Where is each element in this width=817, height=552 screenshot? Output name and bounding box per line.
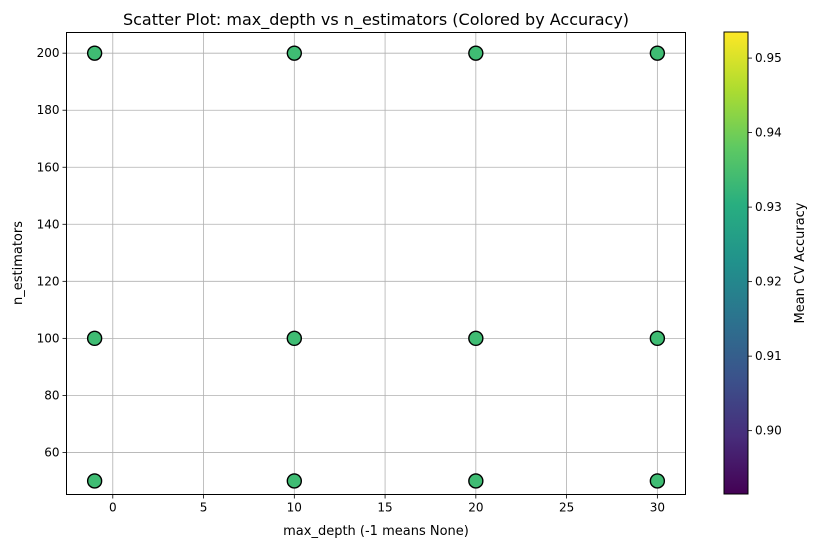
data-point [649, 330, 666, 347]
data-point [468, 473, 484, 489]
colorbar-tick-label: 0.93 [755, 200, 782, 214]
data-point [286, 473, 303, 489]
x-tick-label: 15 [377, 501, 392, 515]
y-tick-label: 100 [37, 331, 60, 345]
colorbar-ticks: 0.90 0.91 0.92 0.93 0.94 0.95 [748, 51, 782, 438]
data-point [649, 473, 666, 489]
colorbar-tick-label: 0.95 [755, 51, 782, 65]
y-tick-label: 140 [37, 217, 60, 231]
x-axis-label: max_depth (-1 means None) [283, 524, 469, 539]
data-points [86, 45, 666, 489]
colorbar-tick-label: 0.94 [755, 126, 782, 140]
x-tick-label: 5 [200, 501, 208, 515]
y-tick-label: 120 [37, 274, 60, 288]
colorbar-tick-label: 0.92 [755, 275, 782, 289]
data-point [286, 330, 303, 347]
colorbar-tick-label: 0.91 [755, 349, 782, 363]
data-point [286, 45, 303, 61]
y-tick-label: 80 [44, 388, 59, 402]
data-point [649, 45, 666, 61]
colorbar-label: Mean CV Accuracy [793, 202, 808, 323]
colorbar-tick-label: 0.90 [755, 424, 782, 438]
data-point [86, 473, 103, 489]
data-point [86, 330, 103, 347]
x-tick-label: 0 [109, 501, 117, 515]
x-tick-label: 30 [650, 501, 665, 515]
x-tick-label: 20 [468, 501, 483, 515]
x-tick-label: 10 [287, 501, 302, 515]
y-axis-ticks: 60 80 100 120 140 160 180 200 [37, 46, 67, 459]
grid-lines [66, 32, 686, 495]
plot-area-frame [66, 32, 686, 495]
data-point [468, 45, 484, 61]
y-tick-label: 160 [37, 160, 60, 174]
x-axis-ticks: 0 5 10 15 20 25 30 [109, 494, 665, 515]
x-tick-label: 25 [559, 501, 574, 515]
data-point [86, 45, 103, 61]
colorbar [723, 31, 749, 495]
y-tick-label: 180 [37, 103, 60, 117]
data-point [468, 330, 484, 347]
y-tick-label: 200 [37, 46, 60, 60]
y-axis-label: n_estimators [11, 221, 26, 305]
y-tick-label: 60 [44, 445, 59, 459]
chart-title: Scatter Plot: max_depth vs n_estimators … [123, 10, 629, 30]
